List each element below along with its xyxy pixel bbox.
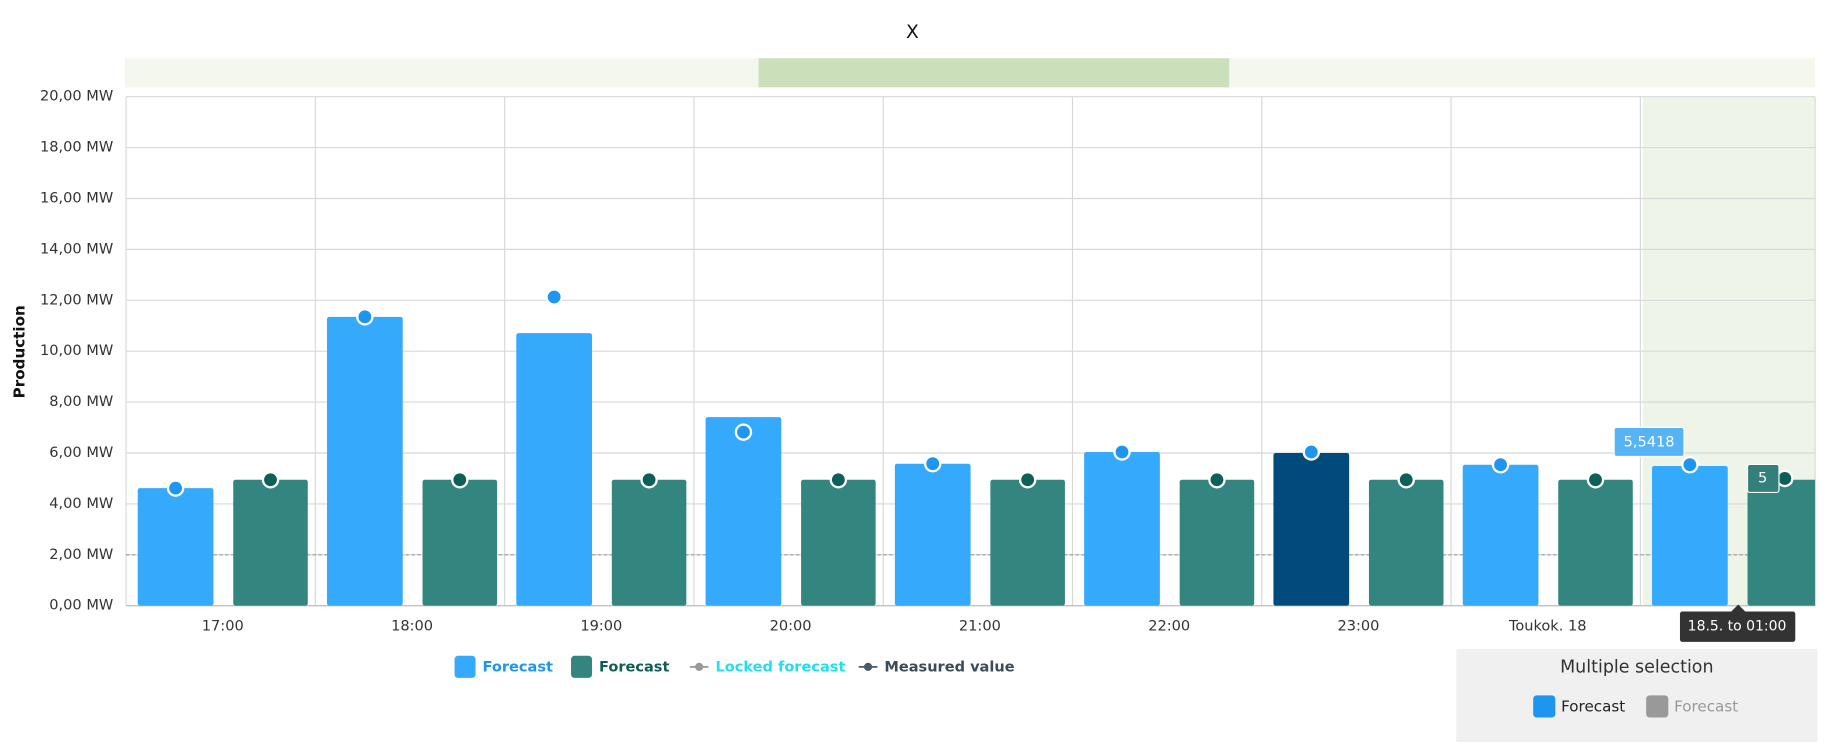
- bar[interactable]: [801, 479, 876, 606]
- point[interactable]: [1113, 443, 1131, 461]
- x-tick-label: 18:00: [391, 618, 433, 635]
- x-tick-label: 19:00: [580, 618, 622, 635]
- x-tooltip: [1679, 611, 1796, 642]
- legend-dot[interactable]: [863, 662, 873, 671]
- bar[interactable]: [1558, 479, 1633, 606]
- x-tick-label: 20:00: [770, 618, 812, 635]
- legend-swatch[interactable]: [454, 655, 476, 678]
- point[interactable]: [261, 470, 280, 489]
- point[interactable]: [451, 470, 469, 489]
- bar[interactable]: [422, 479, 498, 606]
- bar[interactable]: [137, 488, 214, 606]
- selection-swatch[interactable]: [1533, 695, 1556, 718]
- bar[interactable]: [1084, 451, 1160, 606]
- legend-label[interactable]: Locked forecast: [715, 658, 845, 675]
- legend-label[interactable]: Forecast: [483, 658, 553, 675]
- y-tick-label: 6,00 MW: [49, 444, 113, 461]
- selection-panel: [1456, 648, 1818, 742]
- point[interactable]: [1302, 443, 1321, 461]
- tooltip-label: 5,5418: [1624, 434, 1675, 451]
- bar[interactable]: [990, 479, 1065, 606]
- bar[interactable]: [1747, 479, 1823, 606]
- point[interactable]: [545, 288, 563, 306]
- bar[interactable]: [1179, 479, 1255, 606]
- bar[interactable]: [705, 417, 782, 606]
- bar[interactable]: [327, 316, 403, 606]
- y-tick-label: 12,00 MW: [40, 291, 113, 308]
- point[interactable]: [923, 454, 942, 473]
- legend-dot[interactable]: [695, 662, 704, 671]
- bar[interactable]: [1462, 464, 1539, 606]
- x-tick-label: 22:00: [1148, 618, 1190, 635]
- point[interactable]: [166, 479, 185, 497]
- point[interactable]: [1397, 470, 1415, 489]
- x-tick-label: 21:00: [959, 618, 1001, 635]
- point[interactable]: [1681, 455, 1699, 474]
- selection-label[interactable]: Forecast: [1674, 698, 1738, 716]
- selection-swatch[interactable]: [1646, 695, 1669, 718]
- y-tick-label: 16,00 MW: [40, 189, 113, 206]
- x-tick-label: 23:00: [1338, 618, 1380, 635]
- selection-label[interactable]: Forecast: [1561, 698, 1625, 716]
- y-tick-label: 0,00 MW: [49, 597, 113, 614]
- bar[interactable]: [1368, 479, 1444, 606]
- bar[interactable]: [894, 463, 971, 606]
- point[interactable]: [1208, 470, 1226, 489]
- point[interactable]: [1018, 470, 1037, 489]
- x-tooltip-arrow: [1731, 604, 1746, 612]
- y-tick-label: 8,00 MW: [49, 393, 113, 410]
- y-tick-label: 4,00 MW: [49, 495, 113, 512]
- bar[interactable]: [611, 479, 687, 606]
- point[interactable]: [734, 423, 753, 441]
- legend-label[interactable]: Measured value: [884, 658, 1014, 675]
- x-tooltip-label: 18.5. to 01:00: [1688, 619, 1787, 635]
- selection-title: Multiple selection: [1560, 657, 1713, 677]
- point[interactable]: [829, 470, 848, 489]
- tooltip-label: 5: [1758, 469, 1767, 486]
- x-tick-label: Toukok. 18: [1508, 618, 1587, 635]
- bar[interactable]: [233, 479, 308, 606]
- bar[interactable]: [516, 333, 593, 606]
- navigator-selection[interactable]: [758, 58, 1230, 88]
- bar[interactable]: [1273, 453, 1350, 606]
- y-axis-label: Production: [11, 305, 29, 398]
- point[interactable]: [1586, 470, 1605, 489]
- bar[interactable]: [1652, 465, 1728, 606]
- x-tick-label: 17:00: [202, 618, 244, 635]
- y-tick-label: 14,00 MW: [40, 240, 113, 257]
- legend-swatch[interactable]: [571, 655, 593, 678]
- y-tick-label: 20,00 MW: [40, 88, 113, 105]
- point[interactable]: [356, 308, 374, 326]
- y-tick-label: 18,00 MW: [40, 139, 113, 156]
- point[interactable]: [1491, 455, 1510, 474]
- y-tick-label: 2,00 MW: [49, 546, 113, 563]
- chart-title: X: [906, 22, 919, 43]
- tooltip: [1613, 426, 1685, 458]
- tooltip: [1746, 463, 1780, 494]
- legend-label[interactable]: Forecast: [599, 658, 669, 675]
- y-tick-label: 10,00 MW: [40, 342, 113, 359]
- point[interactable]: [640, 470, 658, 489]
